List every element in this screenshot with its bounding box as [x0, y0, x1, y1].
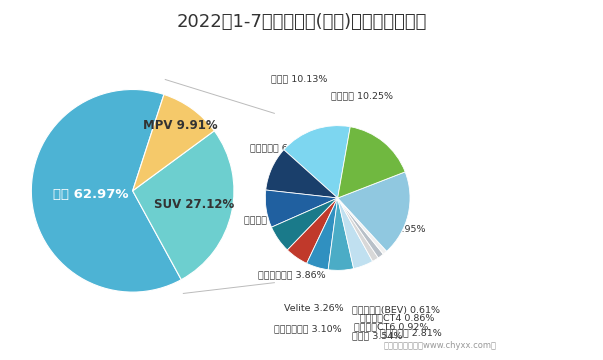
- Wedge shape: [328, 198, 353, 270]
- Text: SUV 27.12%: SUV 27.12%: [154, 198, 234, 211]
- Wedge shape: [338, 172, 410, 251]
- Wedge shape: [338, 198, 378, 261]
- Wedge shape: [133, 94, 214, 191]
- Text: 科鲁泽 10.13%: 科鲁泽 10.13%: [271, 75, 327, 84]
- Text: 别克新君越 2.81%: 别克新君越 2.81%: [380, 329, 442, 338]
- Wedge shape: [338, 198, 384, 258]
- Text: 轿车 62.97%: 轿车 62.97%: [52, 188, 128, 201]
- Text: 雪佛兰迈锐宝 3.10%: 雪佛兰迈锐宝 3.10%: [274, 324, 341, 333]
- Text: 别克英朗 10.25%: 别克英朗 10.25%: [330, 91, 393, 100]
- Text: 凯迪拉克 5.25%: 凯迪拉克 5.25%: [244, 215, 300, 224]
- Text: 别克新君威 6.19%: 别克新君威 6.19%: [250, 143, 312, 152]
- Wedge shape: [31, 90, 182, 292]
- Wedge shape: [288, 198, 338, 264]
- Wedge shape: [338, 198, 373, 269]
- Wedge shape: [338, 198, 387, 254]
- Wedge shape: [284, 126, 350, 198]
- Text: MPV 9.91%: MPV 9.91%: [143, 118, 218, 132]
- Text: 制图：智研咋询（www.chyxx.com）: 制图：智研咋询（www.chyxx.com）: [384, 341, 497, 350]
- Wedge shape: [133, 131, 234, 280]
- Text: 凯迪拉克CT6 0.92%: 凯迪拉克CT6 0.92%: [354, 323, 429, 332]
- Wedge shape: [266, 150, 338, 198]
- Text: 科沃兹 3.54%: 科沃兹 3.54%: [352, 331, 402, 340]
- Wedge shape: [307, 198, 338, 270]
- Text: 雪佛兰畅巡(BEV) 0.61%: 雪佛兰畅巡(BEV) 0.61%: [352, 306, 440, 315]
- Text: 威朗 11.95%: 威朗 11.95%: [375, 224, 425, 233]
- Wedge shape: [338, 127, 405, 198]
- Text: 凯迪拉克CT4 0.86%: 凯迪拉克CT4 0.86%: [360, 313, 434, 322]
- Text: 2022年1-7月上汽通用(轿车)销量占比统计图: 2022年1-7月上汽通用(轿车)销量占比统计图: [176, 13, 427, 31]
- Wedge shape: [265, 190, 338, 227]
- Wedge shape: [271, 198, 338, 250]
- Text: 雪佛兰新赛欧 3.86%: 雪佛兰新赛欧 3.86%: [259, 270, 326, 279]
- Text: Velite 3.26%: Velite 3.26%: [283, 304, 343, 313]
